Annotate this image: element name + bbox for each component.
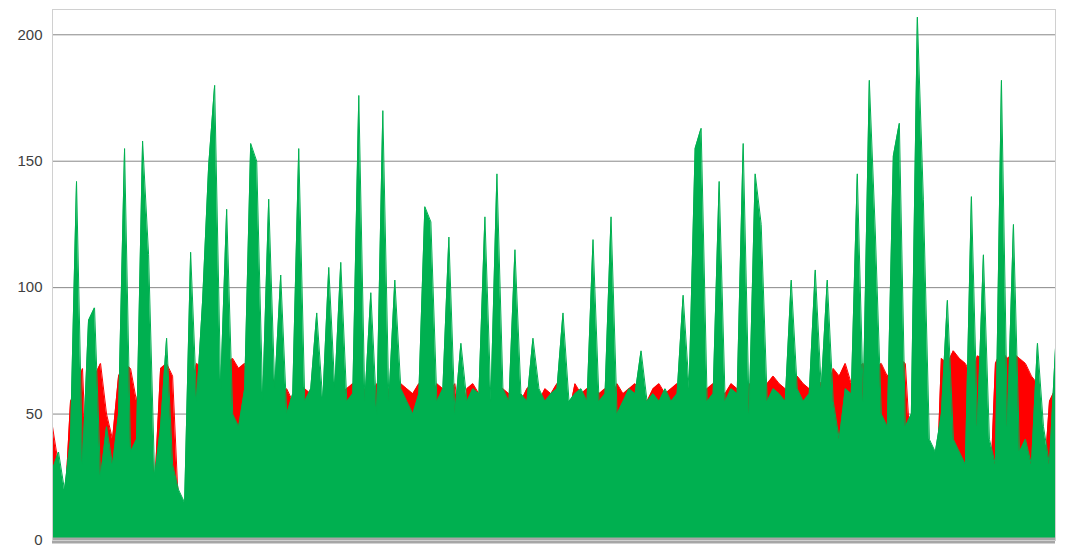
svg-text:200: 200: [17, 26, 42, 43]
svg-text:100: 100: [17, 278, 42, 295]
svg-text:0: 0: [34, 531, 42, 548]
svg-text:150: 150: [17, 152, 42, 169]
svg-text:50: 50: [26, 405, 43, 422]
